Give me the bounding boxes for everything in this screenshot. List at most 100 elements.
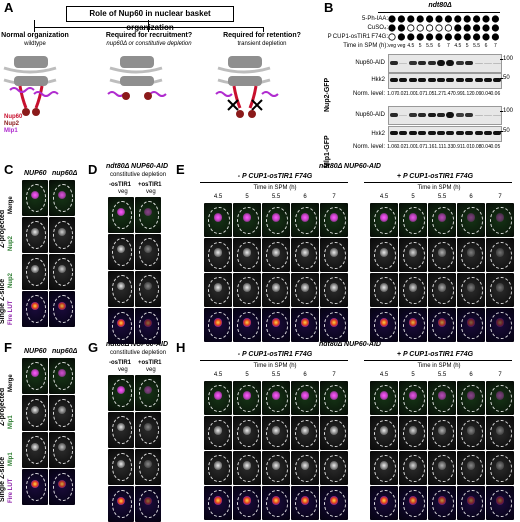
cell-outline (25, 473, 46, 502)
cell-outline (25, 399, 46, 428)
blot1-hxk2-band-9 (474, 78, 483, 82)
cell-outline (25, 362, 46, 391)
dot-ostir1-0 (388, 33, 396, 41)
nucleus-signal (495, 318, 505, 328)
nucleus-signal (30, 264, 40, 274)
cell-outline (489, 277, 512, 304)
panel-g-col1: -osTIR1 (109, 360, 132, 366)
blot2-norm-value-5: 1.11 (434, 144, 444, 150)
panel-c-group-single-z-slice: Single Z-slice (0, 278, 6, 324)
nucleus-signal (437, 318, 447, 328)
nucleus-signal (213, 248, 223, 258)
nucleus-signal (408, 496, 418, 506)
blot2-norm-value-1: 0.02 (396, 144, 407, 150)
cell-outline (323, 420, 346, 447)
blot1-norm-value-8: 1.12 (462, 91, 473, 97)
panel-a-title: Role of Nup60 in nuclear basket organiza… (66, 6, 234, 32)
panel-g-col2: +osTIR1 (138, 360, 162, 366)
row-label: Merge (8, 196, 14, 214)
time-label-5: 6 (437, 43, 441, 49)
blot1-gel-bottom (388, 73, 502, 89)
dot-cuso4-5 (435, 24, 443, 32)
blot2-nup60-band-8 (465, 112, 474, 117)
blot1-hxk2-band-2 (408, 78, 417, 82)
blot1-nup60-band-5 (437, 60, 445, 66)
nucleus-signal (57, 368, 67, 378)
nucleus-signal (30, 227, 40, 237)
dot-ph-iaa-10 (482, 15, 490, 23)
panel-h-left-cell-0-3 (291, 381, 319, 415)
panel-g-cell-3-0 (108, 486, 134, 522)
nucleus-signal (379, 496, 389, 506)
panel-e-time-left-2: 5.5 (271, 194, 281, 200)
panel-f-cell-3-1 (49, 469, 75, 505)
panel-h-right-cell-3-3 (457, 486, 485, 520)
nucleus-signal (271, 318, 281, 328)
panel-h-right-cell-0-4 (486, 381, 514, 415)
dot-cuso4-7 (454, 24, 462, 32)
panel-label-g: G (88, 340, 99, 355)
cell-outline (236, 242, 259, 269)
cell-outline (236, 277, 259, 304)
panel-g-subtitle: constitutive depletion (110, 350, 167, 356)
nucleus-signal (329, 426, 339, 436)
cell-outline (431, 207, 454, 234)
cell-outline (111, 453, 132, 482)
time-label-6: 7 (447, 43, 450, 49)
nucleus-signal (242, 391, 252, 401)
panel-e-right-cond: + P CUP1-osTIR1 F74G (396, 173, 474, 180)
dot-cuso4-10 (482, 24, 490, 32)
panel-e-right-cell-1-0 (370, 238, 398, 272)
panel-e-left-cell-3-2 (262, 308, 290, 342)
blot2-norm-value-4: 1.16 (424, 144, 435, 150)
time-label-9: 5.5 (473, 43, 481, 49)
blot1-strain: Nup2-GFP (324, 77, 331, 112)
panel-label-b: B (324, 0, 334, 15)
blot1-hxk2-band-5 (437, 78, 445, 82)
panel-h-right-cell-2-2 (428, 451, 456, 485)
blot2-nup60-band-7 (455, 113, 464, 117)
nucleus-signal (408, 318, 418, 328)
panel-h-left-cell-2-3 (291, 451, 319, 485)
cell-outline (138, 201, 159, 230)
nucleus-signal (271, 426, 281, 436)
panel-h-right-cell-3-0 (370, 486, 398, 520)
panel-e-left-cell-2-0 (204, 273, 232, 307)
panel-e-left-cell-1-4 (320, 238, 348, 272)
cell-outline (52, 436, 73, 465)
panel-e-left-cell-0-2 (262, 203, 290, 237)
cell-outline (207, 207, 230, 234)
cell-outline (111, 379, 132, 408)
blot2-norm-value-7: 0.91 (452, 144, 463, 150)
cell-outline (489, 242, 512, 269)
blot2-norm-row: 1.06 0.02 1.00 1.07 1.16 1.11 1.33 0.91 1.01 0.08… (386, 144, 510, 152)
panel-e-left-cell-1-1 (233, 238, 261, 272)
panel-h-left-cell-1-2 (262, 416, 290, 450)
panel-e-right-cell-3-0 (370, 308, 398, 342)
panel-f-cell-0-0: Merge (8, 358, 48, 394)
nucleus-signal (143, 385, 153, 395)
panel-d-cell-1-0 (108, 234, 134, 270)
time-row: veg veg 4.5 5 5.5 6 7 4.5 5 5.5 6 7 (386, 43, 510, 51)
nucleus-signal (213, 391, 223, 401)
panel-a-col2-title: Required for recruitment? (105, 32, 193, 39)
panel-g-cell-0-0 (108, 375, 134, 411)
nucleus-signal (437, 461, 447, 471)
blot1-norm-value-5: 1.27 (434, 91, 444, 97)
row-label-ph-iaa: 5-Ph-IAA: (361, 16, 388, 22)
blot2-norm-value-0: 1.06 (387, 144, 397, 150)
blot1-hxk2-band-1 (399, 78, 408, 82)
nucleus-signal (57, 479, 67, 489)
panel-a-col1-sub: wildtype (24, 41, 46, 47)
blot2-nup60-band-9 (474, 114, 483, 116)
dot-ostir1-11 (491, 33, 500, 41)
dot-ostir1-4 (425, 33, 434, 41)
dot-ph-iaa-8 (463, 15, 471, 23)
blot2-band2-label: Hxk2 (371, 131, 385, 137)
panel-e-left-cell-3-0 (204, 308, 232, 342)
panel-d-col1: -osTIR1 (109, 182, 132, 188)
nucleus-signal (408, 213, 418, 223)
nucleus-signal (300, 391, 310, 401)
nucleus-signal (408, 391, 418, 401)
blot2-hxk2-band-11 (493, 131, 502, 135)
